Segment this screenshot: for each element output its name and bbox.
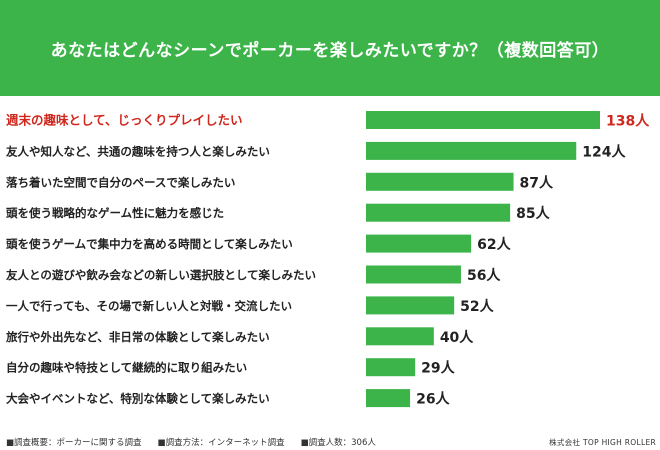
bar xyxy=(366,111,600,129)
bar xyxy=(366,389,411,408)
bar xyxy=(366,265,461,284)
category-label: 頭を使う戦略的なゲーム性に魅力を感じた xyxy=(6,206,224,220)
bar xyxy=(366,203,511,222)
category-label: 週末の趣味として、じっくりプレイしたい xyxy=(6,113,243,128)
bar xyxy=(366,172,514,191)
survey-summary: ■調査概要：ポーカーに関する調査 xyxy=(6,438,142,448)
category-label: 大会やイベントなど、特別な体験として楽しみたい xyxy=(6,392,270,406)
category-label: 友人や知人など、共通の趣味を持つ人と楽しみたい xyxy=(6,144,270,158)
survey-method: ■調査方法：インターネット調査 xyxy=(157,438,285,448)
category-label: 友人との遊びや飲み会などの新しい選択肢として楽しみたい xyxy=(6,268,316,282)
value-label: 40人 xyxy=(440,329,474,346)
category-label: 一人で行っても、その場で新しい人と対戦・交流したい xyxy=(6,299,292,313)
value-label: 87人 xyxy=(520,174,554,191)
category-label: 落ち着いた空間で自分のペースで楽しみたい xyxy=(6,175,235,189)
category-label: 旅行や外出先など、非日常の体験として楽しみたい xyxy=(6,330,270,344)
bar xyxy=(366,358,416,377)
bar xyxy=(366,234,472,253)
value-label: 29人 xyxy=(421,360,455,377)
bar-chart: 週末の趣味として、じっくりプレイしたい 138人友人や知人など、共通の趣味を持つ人… xyxy=(6,111,650,408)
category-label: 自分の趣味や特技として継続的に取り組みたい xyxy=(6,361,247,375)
company-name: 株式会社 TOP HIGH ROLLER xyxy=(549,437,656,447)
chart-title: あなたはどんなシーンでポーカーを楽しみたいですか？（複数回答可） xyxy=(50,40,610,61)
bar xyxy=(366,141,577,160)
value-label: 26人 xyxy=(416,391,450,408)
footer: ■調査概要：ポーカーに関する調査 ■調査方法：インターネット調査 ■調査人数：3… xyxy=(6,436,656,449)
category-label: 頭を使うゲームで集中力を高める時間として楽しみたい xyxy=(6,237,293,251)
value-label: 56人 xyxy=(467,267,501,284)
value-label: 124人 xyxy=(582,143,626,160)
chart-title-banner: あなたはどんなシーンでポーカーを楽しみたいですか？（複数回答可） xyxy=(0,0,660,96)
value-label: 85人 xyxy=(516,205,550,222)
value-label: 62人 xyxy=(477,236,511,253)
bar xyxy=(366,327,434,346)
value-label: 52人 xyxy=(460,298,494,315)
bar xyxy=(366,296,455,315)
survey-count: ■調査人数：306人 xyxy=(300,438,376,448)
value-label: 138人 xyxy=(606,113,650,130)
